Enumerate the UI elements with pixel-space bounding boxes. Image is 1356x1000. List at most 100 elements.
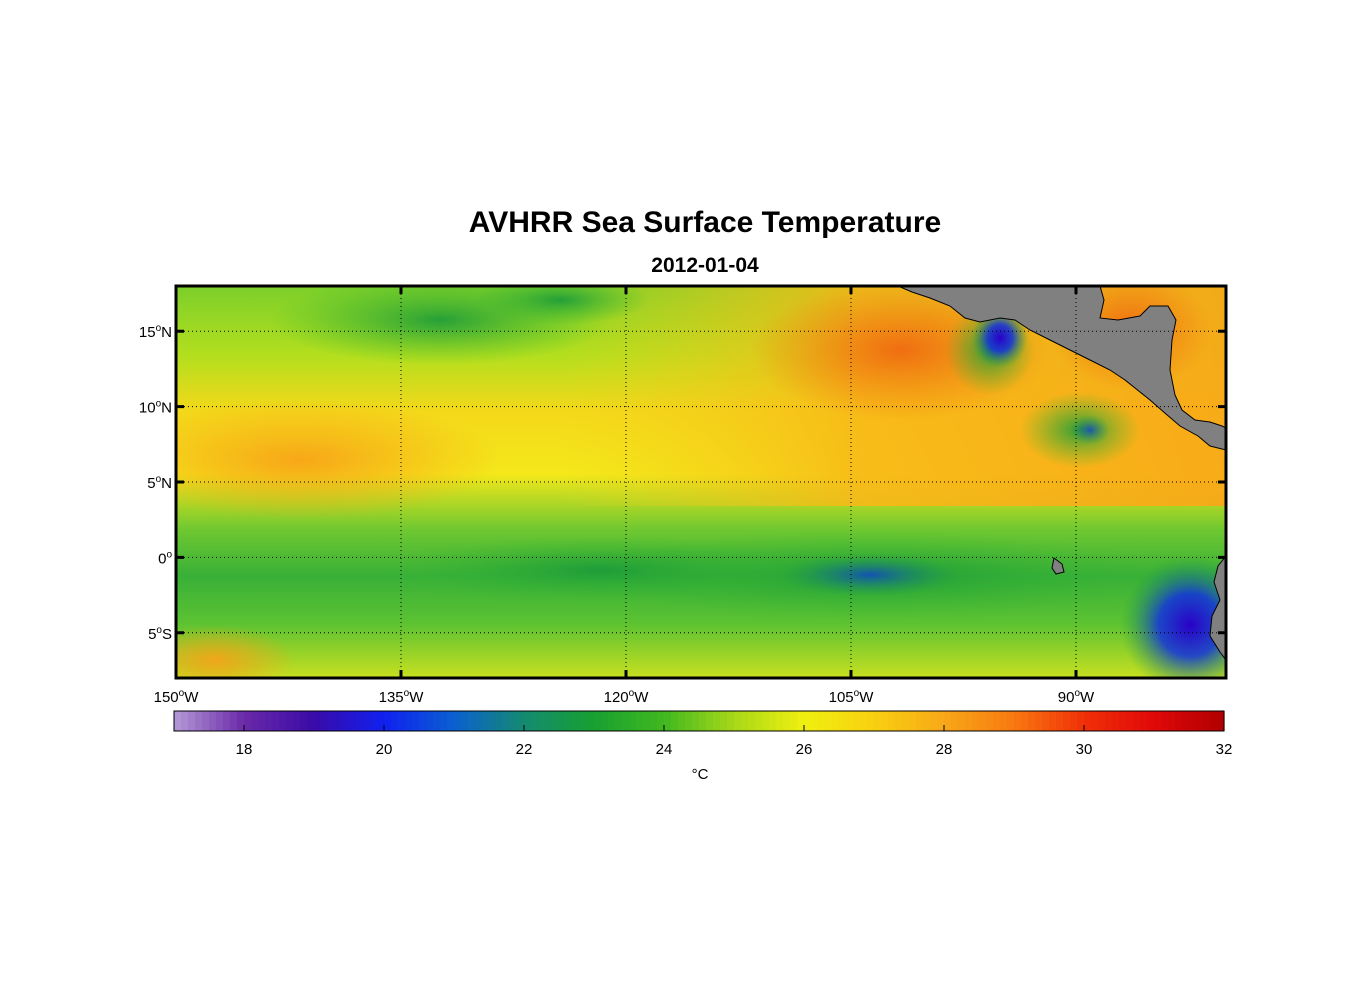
colorbar-segment — [888, 711, 896, 731]
colorbar-segment — [517, 711, 525, 731]
colorbar-segment — [363, 711, 371, 731]
colorbar-segment — [580, 711, 588, 731]
colorbar-segment — [748, 711, 756, 731]
colorbar-segment — [657, 711, 665, 731]
colorbar-segment — [328, 711, 336, 731]
colorbar-tick-label: 24 — [656, 741, 673, 758]
central-america-land — [897, 286, 1226, 451]
colorbar-segment — [174, 711, 182, 731]
colorbar-segment — [902, 711, 910, 731]
chart-subtitle: 2012-01-04 — [651, 254, 759, 277]
colorbar-segment — [1042, 711, 1050, 731]
lon-tick-label: 135oW — [379, 688, 425, 706]
colorbar-segment — [1014, 711, 1022, 731]
colorbar-segment — [713, 711, 721, 731]
colorbar-segment — [496, 711, 504, 731]
colorbar-segment — [1084, 711, 1092, 731]
colorbar-segment — [587, 711, 595, 731]
colorbar-segment — [489, 711, 497, 731]
colorbar-segment — [510, 711, 518, 731]
latitude-labels: 15oN 10oN 5oN 0o 5oS — [139, 323, 173, 643]
longitude-labels: 150oW 135oW 120oW 105oW 90oW — [154, 688, 1095, 706]
colorbar-segment — [265, 711, 273, 731]
galapagos-land — [1051, 557, 1065, 575]
colorbar-segment — [1077, 711, 1085, 731]
colorbar-segment — [895, 711, 903, 731]
colorbar-segment — [1098, 711, 1106, 731]
colorbar-tick-label: 22 — [516, 741, 533, 758]
colorbar-segment — [1091, 711, 1099, 731]
colorbar-segment — [699, 711, 707, 731]
colorbar-segment — [181, 711, 189, 731]
colorbar-segment — [433, 711, 441, 731]
lon-tick-label: 120oW — [604, 688, 650, 706]
colorbar-segment — [398, 711, 406, 731]
colorbar-segment — [839, 711, 847, 731]
colorbar-segment — [314, 711, 322, 731]
colorbar-segment — [993, 711, 1001, 731]
lat-tick-label: 10oN — [139, 399, 172, 417]
colorbar-ticks: 18 20 22 24 26 28 30 32 — [236, 725, 1232, 758]
colorbar-segment — [867, 711, 875, 731]
colorbar-segment — [321, 711, 329, 731]
colorbar-segment — [923, 711, 931, 731]
colorbar-segment — [846, 711, 854, 731]
colorbar-segment — [678, 711, 686, 731]
colorbar-segment — [594, 711, 602, 731]
colorbar-segment — [1070, 711, 1078, 731]
lat-tick-label: 0o — [158, 549, 172, 567]
colorbar-segment — [391, 711, 399, 731]
colorbar-segment — [552, 711, 560, 731]
colorbar-segment — [972, 711, 980, 731]
map-frame — [174, 284, 1228, 680]
colorbar-segment — [188, 711, 196, 731]
colorbar-segment — [1028, 711, 1036, 731]
colorbar-segment — [664, 711, 672, 731]
colorbar-tick-label: 26 — [796, 741, 813, 758]
colorbar-segment — [230, 711, 238, 731]
colorbar-segment — [811, 711, 819, 731]
colorbar-segment — [1147, 711, 1155, 731]
lon-tick-label: 90oW — [1058, 688, 1095, 706]
lat-tick-label: 5oN — [147, 474, 172, 492]
colorbar-segment — [832, 711, 840, 731]
colorbar-segment — [412, 711, 420, 731]
colorbar-segment — [1175, 711, 1183, 731]
colorbar-segment — [608, 711, 616, 731]
colorbar-segment — [734, 711, 742, 731]
colorbar-segment — [986, 711, 994, 731]
lon-tick-label: 150oW — [154, 688, 200, 706]
colorbar-segment — [216, 711, 224, 731]
colorbar-segment — [1189, 711, 1197, 731]
colorbar-segment — [342, 711, 350, 731]
colorbar-segment — [636, 711, 644, 731]
colorbar-segment — [909, 711, 917, 731]
colorbar-tick-label: 30 — [1076, 741, 1093, 758]
colorbar-segment — [671, 711, 679, 731]
colorbar-segment — [853, 711, 861, 731]
colorbar-segment — [1112, 711, 1120, 731]
colorbar-segment — [195, 711, 203, 731]
colorbar-segment — [783, 711, 791, 731]
colorbar-segment — [650, 711, 658, 731]
colorbar-segment — [1140, 711, 1148, 731]
chart-title: AVHRR Sea Surface Temperature — [468, 206, 942, 239]
colorbar-segment — [370, 711, 378, 731]
colorbar-segment — [531, 711, 539, 731]
colorbar-segment — [601, 711, 609, 731]
colorbar-segment — [1021, 711, 1029, 731]
colorbar-segment — [804, 711, 812, 731]
colorbar-segment — [1056, 711, 1064, 731]
colorbar-tick-label: 18 — [236, 741, 253, 758]
colorbar-segment — [790, 711, 798, 731]
colorbar-segment — [825, 711, 833, 731]
colorbar-segment — [300, 711, 308, 731]
colorbar-segment — [426, 711, 434, 731]
colorbar-unit-label: °C — [692, 766, 709, 783]
colorbar-segment — [419, 711, 427, 731]
colorbar-frame — [173, 710, 1225, 732]
colorbar-segment — [615, 711, 623, 731]
colorbar-segment — [1210, 711, 1218, 731]
colorbar-segment — [720, 711, 728, 731]
